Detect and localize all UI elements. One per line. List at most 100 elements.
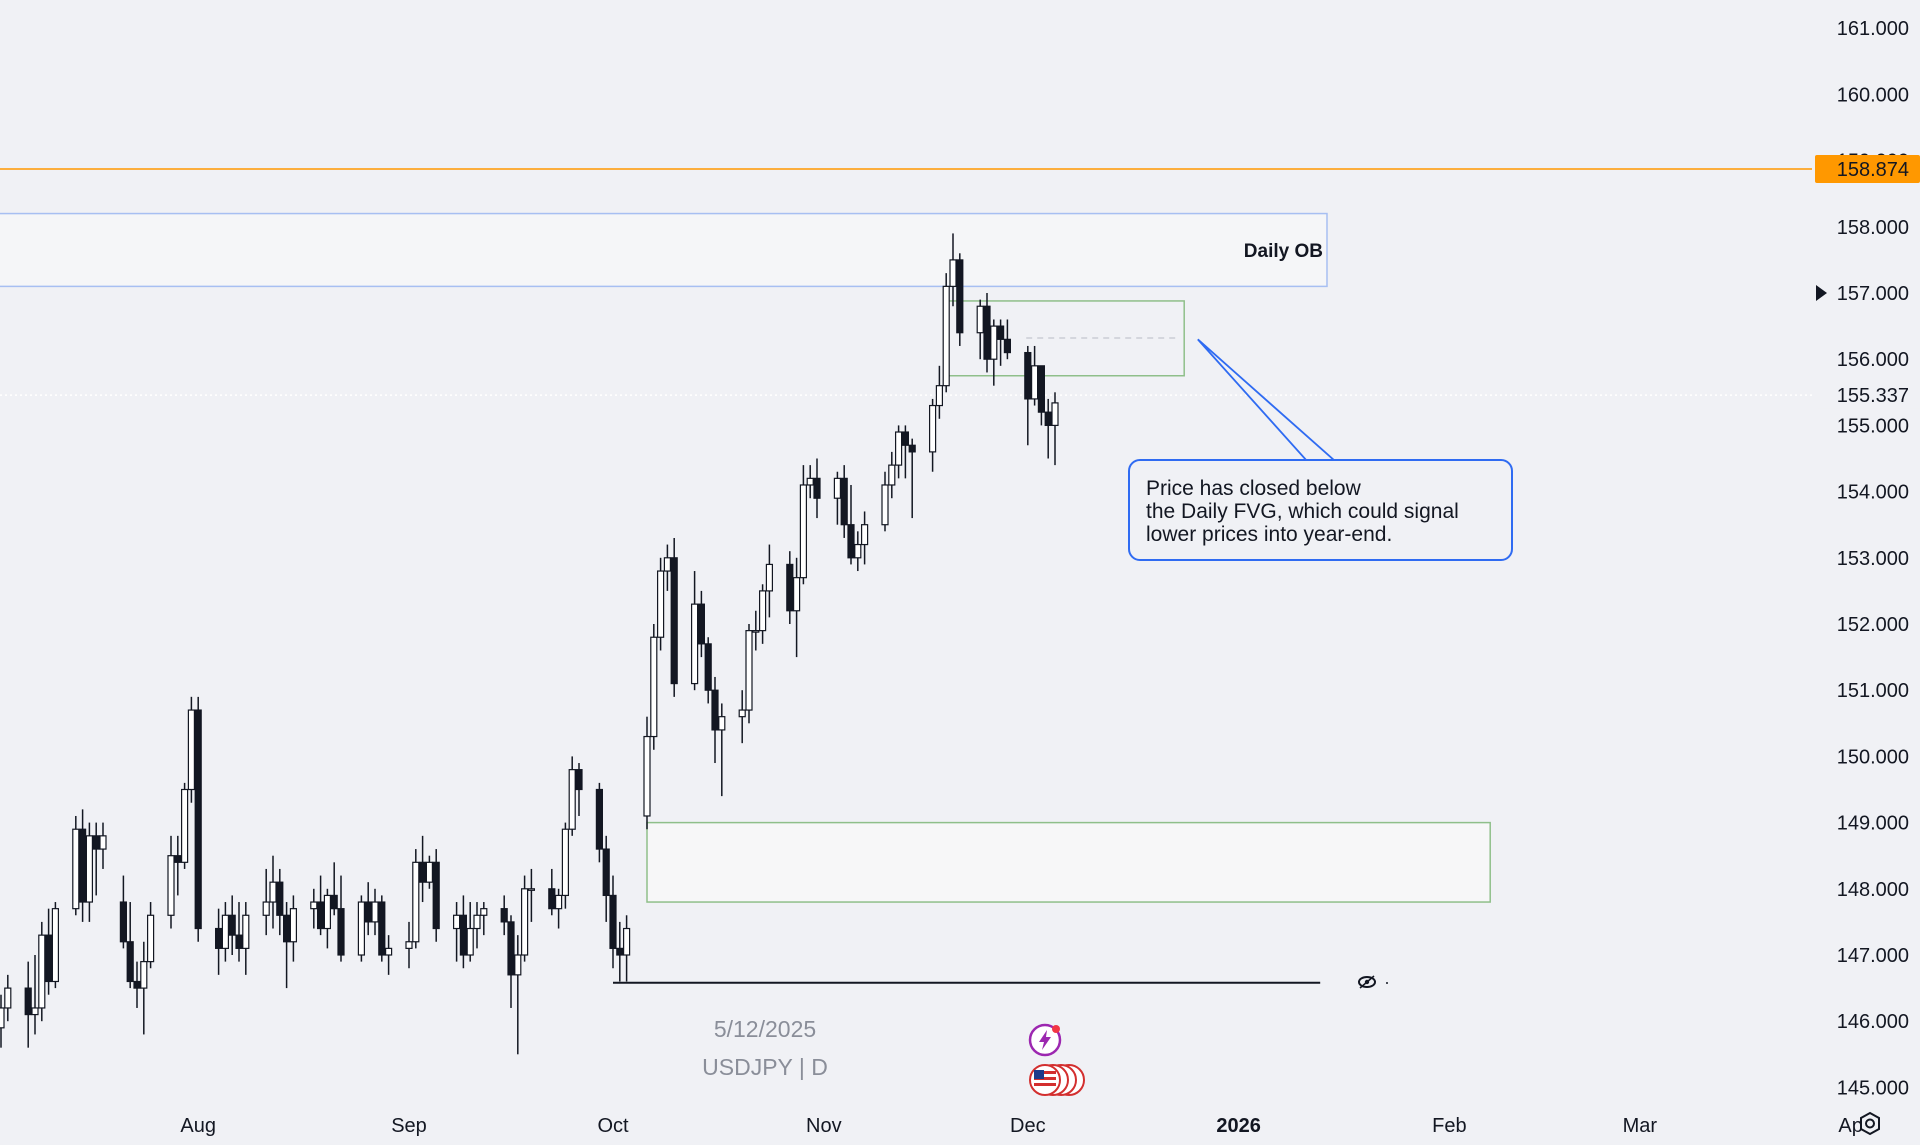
candle[interactable] bbox=[554, 888, 563, 929]
settings-icon[interactable] bbox=[1856, 1110, 1884, 1138]
candle[interactable] bbox=[718, 703, 726, 797]
candle[interactable] bbox=[976, 299, 984, 360]
candle[interactable] bbox=[881, 471, 889, 532]
candle[interactable] bbox=[1024, 345, 1032, 446]
candle[interactable] bbox=[221, 902, 229, 962]
candle[interactable] bbox=[799, 465, 808, 585]
candle[interactable] bbox=[901, 425, 910, 479]
candle[interactable] bbox=[425, 855, 433, 889]
candle[interactable] bbox=[378, 895, 386, 962]
candle[interactable] bbox=[473, 902, 481, 949]
candle[interactable] bbox=[697, 590, 706, 658]
candle[interactable] bbox=[813, 458, 821, 519]
candle[interactable] bbox=[126, 902, 134, 989]
candle[interactable] bbox=[514, 935, 522, 1055]
candle[interactable] bbox=[500, 895, 508, 936]
candle[interactable] bbox=[51, 902, 60, 989]
candle[interactable] bbox=[888, 451, 896, 499]
candle[interactable] bbox=[548, 868, 556, 916]
candle[interactable] bbox=[317, 875, 325, 936]
candle[interactable] bbox=[92, 822, 100, 896]
us-flag-icon[interactable] bbox=[1029, 1064, 1085, 1096]
candle[interactable] bbox=[575, 763, 583, 816]
candle[interactable] bbox=[792, 557, 801, 658]
candle[interactable] bbox=[616, 921, 624, 982]
candle[interactable] bbox=[711, 676, 719, 764]
candle[interactable] bbox=[908, 438, 916, 519]
candle[interactable] bbox=[385, 935, 393, 975]
candle[interactable] bbox=[459, 895, 467, 969]
candle[interactable] bbox=[663, 544, 672, 591]
candle[interactable] bbox=[928, 398, 937, 472]
candle[interactable] bbox=[72, 815, 80, 916]
candle[interactable] bbox=[133, 961, 141, 1008]
candle[interactable] bbox=[520, 875, 529, 962]
candle[interactable] bbox=[147, 902, 155, 969]
candle[interactable] bbox=[650, 624, 658, 750]
candle[interactable] bbox=[412, 849, 420, 949]
candle[interactable] bbox=[140, 941, 148, 1035]
candle[interactable] bbox=[235, 902, 243, 962]
analysis-callout[interactable]: Price has closed below the Daily FVG, wh… bbox=[1128, 459, 1513, 561]
candle[interactable] bbox=[561, 822, 570, 909]
candle[interactable] bbox=[24, 961, 32, 1048]
candle[interactable] bbox=[289, 895, 297, 962]
candle[interactable] bbox=[1037, 365, 1046, 426]
candle[interactable] bbox=[187, 696, 195, 803]
candle[interactable] bbox=[507, 915, 515, 1008]
candle[interactable] bbox=[357, 895, 365, 962]
candle[interactable] bbox=[690, 571, 699, 691]
candle[interactable] bbox=[119, 875, 128, 949]
candle[interactable] bbox=[330, 862, 338, 916]
candle[interactable] bbox=[44, 908, 53, 995]
candle[interactable] bbox=[323, 888, 331, 949]
candle[interactable] bbox=[602, 835, 610, 922]
candle[interactable] bbox=[622, 915, 631, 982]
lightning-icon[interactable] bbox=[1028, 1023, 1062, 1057]
candle[interactable] bbox=[758, 584, 767, 644]
candle[interactable] bbox=[854, 531, 862, 572]
candle[interactable] bbox=[31, 955, 39, 1035]
candle[interactable] bbox=[609, 875, 617, 969]
candle[interactable] bbox=[419, 835, 427, 903]
candle[interactable] bbox=[480, 902, 488, 936]
candle[interactable] bbox=[990, 319, 998, 386]
candle[interactable] bbox=[242, 902, 250, 975]
candle[interactable] bbox=[847, 484, 855, 565]
candle[interactable] bbox=[527, 868, 536, 922]
candle[interactable] bbox=[269, 855, 277, 929]
candle[interactable] bbox=[262, 868, 270, 936]
candle[interactable] bbox=[276, 868, 284, 936]
candle[interactable] bbox=[956, 253, 964, 346]
candle[interactable] bbox=[432, 849, 440, 942]
candle[interactable] bbox=[656, 557, 665, 651]
candle[interactable] bbox=[983, 293, 991, 373]
candle[interactable] bbox=[371, 888, 379, 936]
candle[interactable] bbox=[568, 756, 576, 836]
candle[interactable] bbox=[466, 902, 474, 962]
eye-icon[interactable] bbox=[1358, 975, 1388, 989]
candle[interactable] bbox=[99, 822, 107, 869]
candle[interactable] bbox=[364, 882, 372, 936]
candle[interactable] bbox=[643, 716, 651, 830]
candle[interactable] bbox=[310, 888, 318, 929]
candle[interactable] bbox=[996, 319, 1005, 366]
candle[interactable] bbox=[935, 365, 944, 419]
candle[interactable] bbox=[745, 624, 753, 724]
candle[interactable] bbox=[85, 822, 94, 922]
candle[interactable] bbox=[1003, 319, 1012, 360]
candle[interactable] bbox=[1030, 345, 1039, 406]
candle[interactable] bbox=[786, 551, 794, 624]
candle[interactable] bbox=[167, 835, 175, 929]
daily-ob-zone[interactable] bbox=[0, 212, 1328, 288]
candle[interactable] bbox=[283, 902, 291, 989]
candle[interactable] bbox=[1051, 392, 1059, 466]
lower-fvg-zone[interactable] bbox=[646, 821, 1491, 903]
candle[interactable] bbox=[595, 782, 604, 863]
candle[interactable] bbox=[949, 233, 957, 307]
candle[interactable] bbox=[228, 895, 236, 955]
candle[interactable] bbox=[765, 544, 774, 618]
candle[interactable] bbox=[78, 809, 87, 922]
candle[interactable] bbox=[181, 782, 189, 869]
